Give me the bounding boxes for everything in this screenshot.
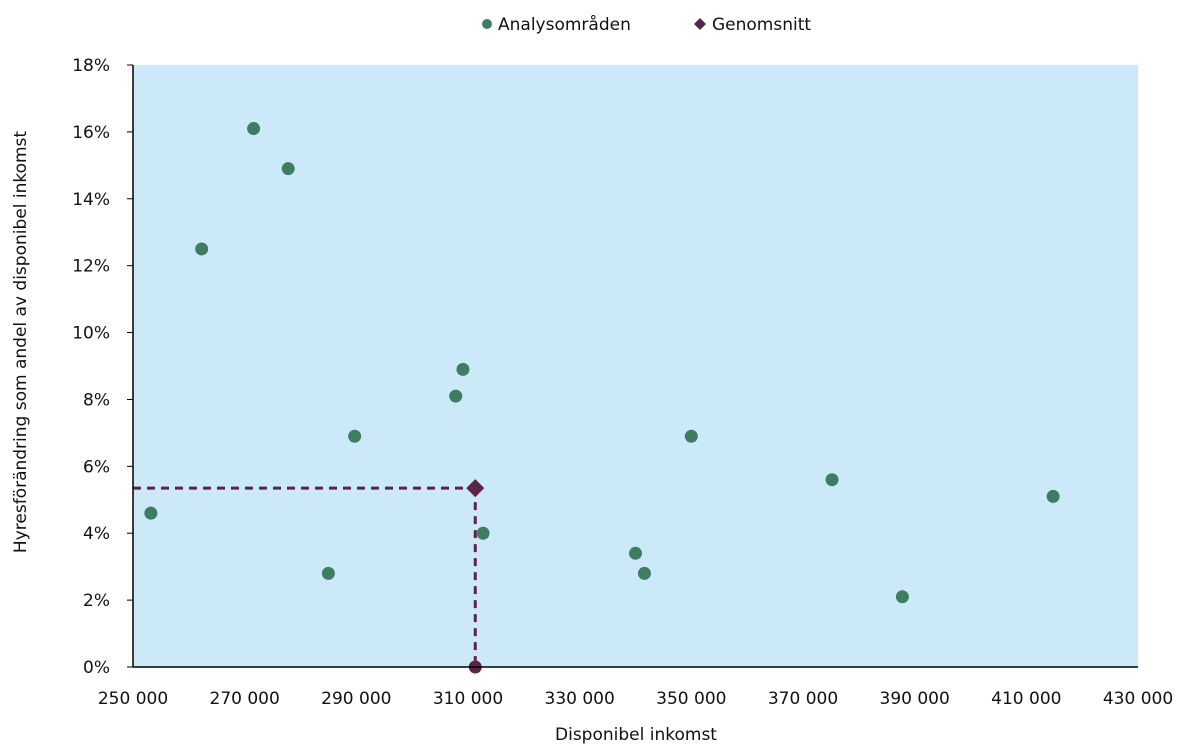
y-tick-label: 6% [83, 457, 110, 477]
y-tick-label: 14% [72, 190, 110, 210]
x-tick-label: 330 000 [545, 689, 615, 709]
analysomrade-point [456, 362, 470, 376]
average-guide-lines [133, 486, 477, 667]
x-tick-label: 270 000 [210, 689, 280, 709]
circle-marker-icon [482, 19, 492, 29]
y-tick-label: 18% [72, 56, 110, 76]
legend-label-genomsnitt: Genomsnitt [712, 15, 811, 35]
legend-label-analysomraden: Analysområden [498, 14, 631, 35]
analysomrade-point [449, 389, 463, 403]
analysomrade-point [637, 566, 651, 580]
analysomrade-point [629, 546, 642, 560]
analysomrade-point [895, 590, 909, 604]
data-points [144, 122, 1060, 674]
y-tick-label: 10% [72, 324, 110, 344]
analysomrade-point [1046, 489, 1060, 503]
legend: Analysområden Genomsnitt [482, 14, 811, 35]
analysomrade-point [348, 429, 362, 443]
analysomrade-point [684, 429, 698, 443]
plot-area [133, 65, 1138, 667]
analysomrade-point [825, 473, 839, 487]
x-tick-label: 250 000 [98, 689, 168, 709]
analysomrade-point [281, 162, 295, 176]
y-tick-label: 8% [83, 390, 110, 410]
x-tick-label: 310 000 [433, 689, 503, 709]
x-tick-label: 370 000 [768, 689, 838, 709]
analysomrade-point [321, 566, 335, 580]
x-tick-label: 290 000 [321, 689, 391, 709]
analysomrade-point [247, 122, 261, 136]
x-tick-label: 410 000 [991, 689, 1061, 709]
y-tick-label: 0% [83, 658, 110, 678]
analysomrade-point [144, 506, 158, 520]
diamond-marker-icon [694, 18, 706, 30]
tick-labels: 250 000 270 000 290 000 310 000 330 000 350 0… [72, 56, 1173, 709]
y-tick-label: 16% [72, 123, 110, 143]
x-tick-label: 430 000 [1103, 689, 1173, 709]
y-tick-label: 4% [83, 524, 110, 544]
axes [127, 64, 1138, 668]
y-tick-label: 2% [83, 591, 110, 611]
analysomrade-point [195, 242, 209, 256]
x-axis-title: Disponibel inkomst [555, 725, 717, 745]
x-tick-label: 350 000 [656, 689, 726, 709]
genomsnitt-point [466, 479, 485, 498]
y-axis-title: Hyresförändring som andel av disponibel … [11, 131, 31, 553]
x-tick-label: 390 000 [880, 689, 950, 709]
analysomrade-point [476, 526, 490, 540]
y-tick-label: 12% [72, 257, 110, 277]
